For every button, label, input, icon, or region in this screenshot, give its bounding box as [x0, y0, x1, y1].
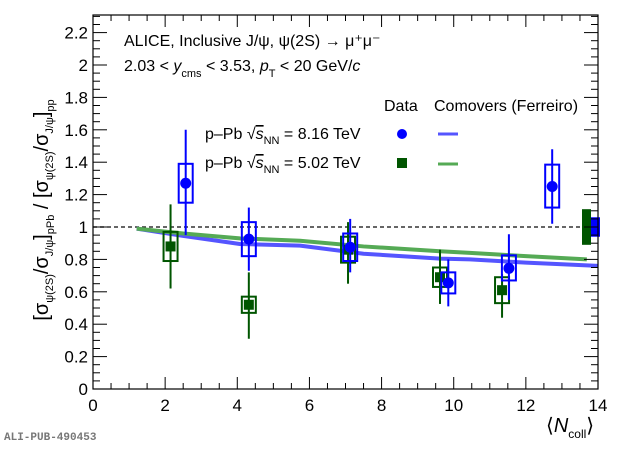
sys-error-box — [544, 163, 561, 209]
sys-error-box — [162, 230, 179, 263]
y-tick-label: 0.6 — [64, 283, 88, 302]
y-tick-label: 1.2 — [64, 186, 88, 205]
legend-label-5tev: p–Pb √sNN = 5.02 TeV — [205, 155, 361, 176]
data-point-5tev — [243, 299, 254, 310]
data-point-5tev — [435, 272, 446, 283]
legend-marker-8tev — [397, 129, 407, 139]
y-tick-label: 2 — [79, 56, 88, 75]
y-tick-label: 1.6 — [64, 121, 88, 140]
data-point-8tev — [243, 233, 255, 245]
y-tick-label: 1.4 — [64, 153, 88, 172]
sys-error-box — [440, 271, 457, 295]
sys-error-box — [342, 232, 359, 263]
sys-error-box — [240, 221, 257, 258]
sys-error-box — [500, 254, 517, 282]
x-tick-label: 10 — [444, 396, 463, 415]
y-tick-label: 0.2 — [64, 348, 88, 367]
y-axis-title: [σψ(2S)/σJ/ψ]pPb / [σψ(2S)/σJ/ψ]pp — [31, 99, 57, 320]
y-tick-label: 1 — [79, 218, 88, 237]
legend: Data Comovers (Ferreiro) p–Pb √sNN = 8.1… — [205, 98, 578, 176]
model-curve-0 — [136, 226, 599, 268]
data-point-8tev — [180, 177, 192, 189]
y-tick-label: 0 — [79, 380, 88, 399]
x-tick-label: 4 — [233, 396, 242, 415]
x-tick-label: 0 — [88, 396, 97, 415]
data-point-5tev — [165, 241, 176, 252]
annotation-line2: 2.03 < ycms < 3.53, pT < 20 GeV/c — [124, 58, 360, 80]
x-tick-label: 14 — [589, 396, 608, 415]
y-tick-label: 2.2 — [64, 24, 88, 43]
data-point-8tev — [344, 241, 356, 253]
x-tick-label: 12 — [516, 396, 535, 415]
y-tick-label: 0.8 — [64, 250, 88, 269]
svg-text:[σψ(2S)/σJ/ψ]pPb / [σψ(2S)/σJ/: [σψ(2S)/σJ/ψ]pPb / [σψ(2S)/σJ/ψ]pp — [31, 99, 57, 320]
x-tick-label: 6 — [305, 396, 314, 415]
legend-header-data: Data — [384, 98, 418, 115]
sys-error-box — [177, 162, 194, 204]
x-tick-label: 8 — [377, 396, 386, 415]
sys-error-box — [432, 266, 449, 288]
data-point-8tev — [442, 277, 454, 289]
data-point-8tev — [503, 262, 515, 274]
axes: 0 2 4 6 8 10 12 14 0 0.2 0.4 0.6 0.8 1 1.2 1.4 1.6 1.8 2 2.… — [64, 14, 608, 415]
annotation-line1: ALICE, Inclusive J/ψ, ψ(2S) → μ⁺μ⁻ — [124, 33, 380, 50]
legend-marker-5tev — [397, 158, 407, 168]
legend-label-8tev: p–Pb √sNN = 8.16 TeV — [205, 126, 361, 147]
publication-id: ALI-PUB-490453 — [4, 432, 97, 444]
svg-text:⟨Ncoll⟩: ⟨Ncoll⟩ — [546, 415, 594, 441]
y-tick-label: 0.4 — [64, 315, 88, 334]
y-tick-label: 1.8 — [64, 88, 88, 107]
x-tick-label: 2 — [160, 396, 169, 415]
x-axis-title: ⟨Ncoll⟩ — [546, 415, 594, 441]
model-curves — [136, 226, 599, 268]
data-point-8tev — [546, 181, 558, 192]
data-point-5tev — [497, 285, 508, 296]
sys-error-box — [240, 295, 257, 314]
legend-header-model: Comovers (Ferreiro) — [434, 98, 578, 115]
